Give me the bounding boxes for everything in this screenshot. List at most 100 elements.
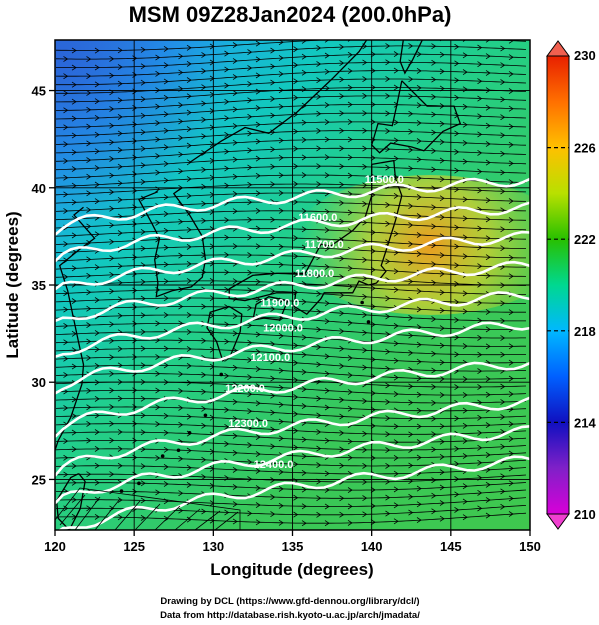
wind-arrow — [132, 88, 138, 95]
wind-arrow — [155, 70, 161, 77]
wind-arrow — [132, 404, 138, 410]
contour-label: 11500.0 — [365, 174, 404, 186]
wind-arrow — [316, 236, 322, 242]
island — [366, 320, 371, 324]
wind-arrow — [209, 191, 215, 198]
wind-arrow — [393, 322, 399, 329]
wind-arrow — [209, 243, 215, 250]
wind-arrow — [109, 205, 115, 212]
wind-arrow — [408, 383, 414, 390]
wind-arrow — [201, 183, 207, 190]
wind-arrow — [247, 357, 253, 363]
wind-arrow — [201, 252, 207, 259]
wind-arrow — [347, 372, 353, 379]
contour-line — [55, 177, 530, 236]
wind-arrow — [339, 446, 345, 453]
wind-arrow — [324, 300, 330, 307]
wind-arrow — [431, 223, 437, 230]
wind-arrow — [431, 76, 437, 83]
wind-arrow — [224, 406, 230, 413]
wind-arrow — [301, 136, 307, 143]
wind-arrow — [270, 47, 276, 54]
credit-line-1: Drawing by DCL (https://www.gfd-dennou.o… — [160, 596, 419, 607]
wind-arrow — [86, 56, 92, 63]
wind-arrow — [362, 293, 368, 300]
wind-arrow — [324, 520, 330, 527]
wind-arrow — [416, 391, 422, 398]
wind-arrow — [370, 285, 376, 292]
wind-arrow — [132, 154, 138, 161]
wind-arrow — [385, 110, 391, 117]
wind-arrow — [201, 100, 207, 107]
wind-arrow — [178, 168, 184, 175]
wind-arrow — [201, 166, 207, 173]
contour-line — [55, 361, 530, 438]
wind-arrow — [362, 43, 368, 50]
wind-arrow — [508, 54, 514, 61]
wind-arrow — [508, 465, 514, 472]
wind-arrow — [255, 417, 261, 424]
wind-arrow — [94, 165, 100, 171]
wind-arrow — [109, 55, 115, 62]
wind-arrow — [362, 430, 368, 437]
wind-arrow — [278, 297, 284, 304]
wind-arrow — [247, 322, 253, 329]
wind-arrow — [94, 81, 100, 88]
wind-arrow — [86, 305, 92, 312]
wind-arrow — [462, 158, 468, 165]
wind-arrow — [431, 316, 437, 323]
wind-arrow — [247, 65, 253, 71]
wind-arrow — [232, 484, 238, 490]
wind-arrow — [155, 236, 161, 243]
wind-arrow — [293, 411, 299, 417]
wind-arrow — [163, 111, 169, 118]
wind-arrow — [439, 103, 445, 109]
wind-arrow — [462, 196, 468, 203]
wind-arrow — [140, 480, 146, 487]
wind-arrow — [71, 166, 77, 172]
wind-arrow — [163, 345, 169, 352]
streamline — [55, 381, 527, 396]
wind-arrow — [385, 382, 391, 389]
wind-arrow — [132, 270, 138, 277]
wind-arrow — [393, 486, 399, 493]
island — [160, 454, 165, 458]
wind-arrow — [178, 320, 184, 327]
streamline — [55, 139, 527, 154]
wind-arrow — [209, 482, 215, 489]
wind-arrow — [201, 217, 207, 224]
wind-arrow — [132, 454, 138, 461]
wind-arrow — [270, 79, 276, 86]
wind-arrow — [477, 131, 483, 138]
x-axis: 120 125 130 135 140 145 150 — [44, 530, 541, 554]
wind-arrow — [485, 87, 491, 94]
wind-arrow — [408, 43, 414, 49]
wind-arrow — [247, 510, 253, 517]
wind-arrow — [347, 405, 353, 412]
wind-arrow — [454, 491, 460, 498]
wind-arrow — [454, 351, 460, 358]
wind-arrow — [362, 76, 368, 83]
wind-arrow — [278, 502, 284, 509]
wind-arrow — [416, 232, 422, 238]
wind-arrow — [63, 73, 69, 80]
wind-arrow — [485, 451, 491, 458]
wind-arrow — [408, 332, 414, 339]
wind-arrow — [339, 363, 345, 370]
wind-arrow — [270, 306, 276, 312]
wind-arrow — [431, 492, 437, 499]
wind-arrow — [94, 379, 100, 386]
wind-arrow — [255, 40, 261, 47]
wind-arrow — [63, 241, 69, 247]
wind-arrow — [293, 253, 299, 260]
wind-arrow — [155, 286, 161, 293]
wind-arrow — [454, 167, 460, 174]
wind-arrow — [278, 154, 284, 161]
wind-arrow — [278, 519, 284, 526]
wind-arrow — [439, 359, 445, 366]
wind-arrow — [339, 462, 345, 469]
wind-arrow — [301, 102, 307, 109]
wind-arrow — [94, 395, 100, 402]
wind-arrow — [477, 78, 483, 85]
wind-arrow — [439, 453, 445, 460]
